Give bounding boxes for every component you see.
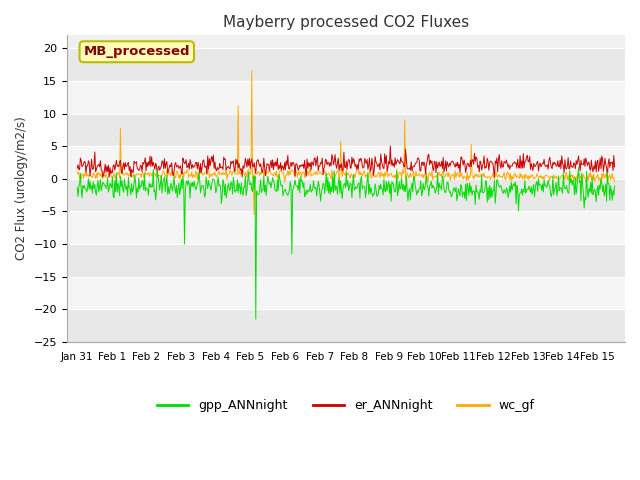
Bar	[67, 276, 625, 309]
Text: MB_processed: MB_processed	[84, 45, 190, 58]
Bar	[67, 81, 625, 114]
Bar	[67, 114, 625, 146]
Title: Mayberry processed CO2 Fluxes: Mayberry processed CO2 Fluxes	[223, 15, 469, 30]
Y-axis label: CO2 Flux (urology/m2/s): CO2 Flux (urology/m2/s)	[15, 117, 28, 261]
Bar	[67, 212, 625, 244]
Bar	[67, 146, 625, 179]
Legend: gpp_ANNnight, er_ANNnight, wc_gf: gpp_ANNnight, er_ANNnight, wc_gf	[152, 394, 540, 417]
Bar	[67, 48, 625, 81]
Bar	[67, 179, 625, 212]
Bar	[67, 309, 625, 342]
Bar	[67, 244, 625, 276]
